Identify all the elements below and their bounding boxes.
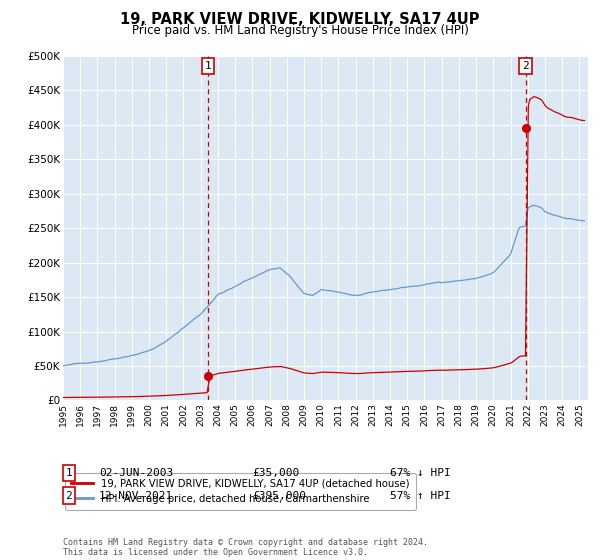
Text: 02-JUN-2003: 02-JUN-2003 (99, 468, 173, 478)
Text: Contains HM Land Registry data © Crown copyright and database right 2024.
This d: Contains HM Land Registry data © Crown c… (63, 538, 428, 557)
Text: Price paid vs. HM Land Registry's House Price Index (HPI): Price paid vs. HM Land Registry's House … (131, 24, 469, 37)
Text: £35,000: £35,000 (252, 468, 299, 478)
Text: 1: 1 (65, 468, 73, 478)
Text: 2: 2 (522, 61, 529, 71)
Legend: 19, PARK VIEW DRIVE, KIDWELLY, SA17 4UP (detached house), HPI: Average price, de: 19, PARK VIEW DRIVE, KIDWELLY, SA17 4UP … (65, 473, 416, 510)
Text: 2: 2 (65, 491, 73, 501)
Text: 12-NOV-2021: 12-NOV-2021 (99, 491, 173, 501)
Text: 57% ↑ HPI: 57% ↑ HPI (390, 491, 451, 501)
Text: £395,000: £395,000 (252, 491, 306, 501)
Text: 19, PARK VIEW DRIVE, KIDWELLY, SA17 4UP: 19, PARK VIEW DRIVE, KIDWELLY, SA17 4UP (120, 12, 480, 27)
Text: 67% ↓ HPI: 67% ↓ HPI (390, 468, 451, 478)
Text: 1: 1 (205, 61, 211, 71)
